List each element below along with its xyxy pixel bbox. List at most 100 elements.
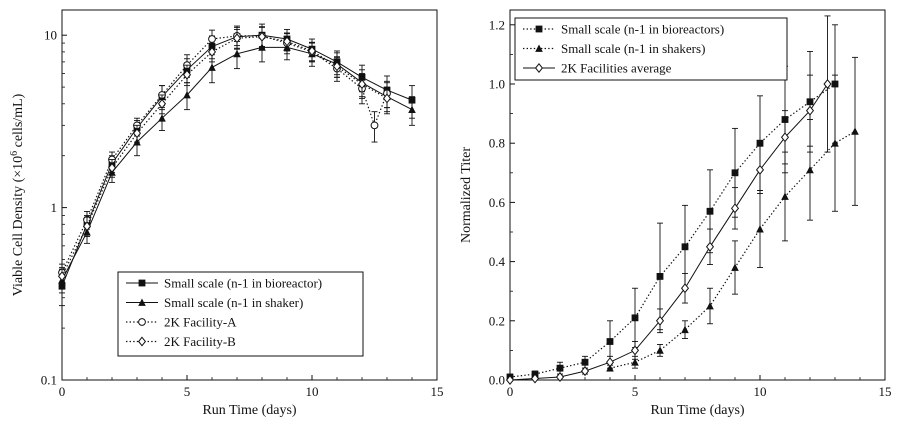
c0-legend-label-1: Small scale (n-1 in shaker) <box>164 295 303 310</box>
c1-series-0-point <box>731 169 739 177</box>
c1-x-tick-label: 0 <box>507 384 514 399</box>
c1-series-2-point <box>530 373 540 384</box>
c0-series-3-point <box>132 128 142 139</box>
c1-series-0-point <box>656 273 664 280</box>
c1-y-tick-label: 0.4 <box>489 254 506 269</box>
c0-series-3-line <box>61 36 388 277</box>
c1-series-2-point <box>630 345 640 356</box>
c0-series-2-point <box>208 35 216 43</box>
c1-y-axis-label: Normalized Titer <box>459 147 474 243</box>
c1-x-axis-label: Run Time (days) <box>650 403 744 418</box>
c0-series-3-point <box>182 69 192 80</box>
c0-x-tick-label: 15 <box>431 384 444 399</box>
c0-y-axis-label-unit: cells/mL) <box>11 93 26 150</box>
c1-series-0-line <box>509 83 836 378</box>
c1-series-0-point <box>706 207 714 215</box>
c1-y-tick-label: 1.2 <box>489 17 505 32</box>
c0-series-3-point <box>157 98 167 109</box>
c1-y-tick-label: 1.0 <box>489 77 505 92</box>
c1-series-2-point <box>823 79 832 89</box>
left-chart-vcd: 0 5 10 15 0.1 1 10 Run Time (days) Viable Cell D… <box>9 9 444 418</box>
c0-y-axis-label-exponent: 6 <box>9 151 20 156</box>
c1-legend-marker-2 <box>534 63 544 73</box>
c1-series-1-point <box>781 192 789 200</box>
c1-series-2-point <box>805 105 815 116</box>
c0-series-3-point <box>232 33 242 44</box>
c0-series-3-point <box>332 61 342 72</box>
c1-series-2-point <box>580 366 590 377</box>
c1-series-1-point <box>851 127 859 135</box>
c0-series-3-point <box>107 162 117 173</box>
c0-series-3-point <box>207 46 217 57</box>
c1-series-2-point <box>705 241 715 252</box>
c0-x-axis-label: Run Time (days) <box>202 403 296 418</box>
c0-legend-label-0: Small scale (n-1 in bioreactor) <box>164 276 322 291</box>
c1-series-0-point <box>606 338 614 345</box>
c1-series-1-point <box>631 358 639 366</box>
c0-legend-box <box>117 271 364 357</box>
c1-series-1 <box>606 56 859 372</box>
c1-x-tick-label: 5 <box>632 384 639 399</box>
c1-series-1-point <box>806 165 814 174</box>
c0-series-2-line <box>61 35 388 273</box>
c0-legend-marker-1 <box>138 298 146 306</box>
c0-legend-label-3: 2K Facility-B <box>164 334 236 349</box>
c0-series-1-point <box>183 90 191 99</box>
c0-series-3-point <box>57 271 67 282</box>
c1-series-0-point <box>756 139 764 147</box>
c1-series-2-point <box>755 164 765 175</box>
c1-series-2-point <box>555 372 565 383</box>
c0-series-2 <box>58 26 391 283</box>
c1-series-2-point <box>505 375 515 385</box>
c1-series-0-point <box>581 358 589 366</box>
c1-series-1-point <box>706 302 714 310</box>
c1-plot-frame <box>509 9 886 381</box>
c1-legend-label-1: Small scale (n-1 in shakers) <box>561 41 705 56</box>
c0-x-tick-label: 5 <box>184 384 191 399</box>
c1-x-tick-label: 10 <box>754 384 767 399</box>
c0-legend-label-2: 2K Facility-A <box>164 315 237 330</box>
c1-series-2-point <box>730 203 740 214</box>
c0-y-tick-label: 1 <box>51 200 58 215</box>
c1-series-2-line <box>509 83 828 381</box>
c1-series-1-point <box>681 325 689 334</box>
c0-legend: Small scale (n-1 in bioreactor) Small sca… <box>117 271 364 357</box>
c1-series-0-point <box>556 364 564 372</box>
c1-legend-marker-1 <box>535 44 543 52</box>
c0-series-3-point <box>357 79 367 90</box>
c0-series-1-point <box>408 105 416 114</box>
c1-series-1-point <box>831 139 839 147</box>
c0-series-3-point <box>82 221 92 232</box>
right-chart-titer: 0 5 10 15 0.0 0.2 0.4 0.6 0.8 1.0 1.2 Run Time (day… <box>459 9 892 418</box>
c1-legend-box <box>514 17 788 81</box>
c1-x-tick-label: 15 <box>879 384 892 399</box>
c0-y-tick-label: 10 <box>44 28 57 43</box>
c0-x-tick-label: 10 <box>306 384 319 399</box>
c1-y-tick-label: 0.0 <box>489 373 505 388</box>
c1-series-1-point <box>656 346 664 354</box>
c0-series-3-point <box>382 93 392 104</box>
c1-legend-label-0: Small scale (n-1 in bioreactors) <box>561 22 724 37</box>
c0-series-3-point <box>257 31 267 42</box>
c1-series-2 <box>505 15 832 385</box>
c1-y-tick-label: 0.8 <box>489 136 505 151</box>
c1-series-0-point <box>631 314 639 322</box>
c0-series-1-point <box>208 63 216 71</box>
c1-y-tick-label: 0.6 <box>489 195 506 210</box>
c0-series-3-point <box>282 36 292 47</box>
c0-series-2-point <box>370 121 379 130</box>
c1-series-0-point <box>681 243 689 251</box>
c0-y-axis-label: Viable Cell Density (×106 cells/mL) <box>9 93 26 296</box>
c0-plot-frame <box>61 9 438 381</box>
c1-legend-label-2: 2K Facilities average <box>561 61 672 76</box>
c0-series-3-point <box>307 45 317 56</box>
c1-legend-marker-0 <box>535 25 543 33</box>
c1-series-2-point <box>680 283 690 294</box>
c0-x-tick-label: 0 <box>59 384 66 399</box>
c1-series-1-line <box>609 130 856 369</box>
c0-legend-marker-3 <box>137 336 147 347</box>
c1-series-2-point <box>605 357 615 368</box>
c0-y-tick-label: 0.1 <box>41 373 57 388</box>
c0-legend-marker-2 <box>138 318 146 326</box>
